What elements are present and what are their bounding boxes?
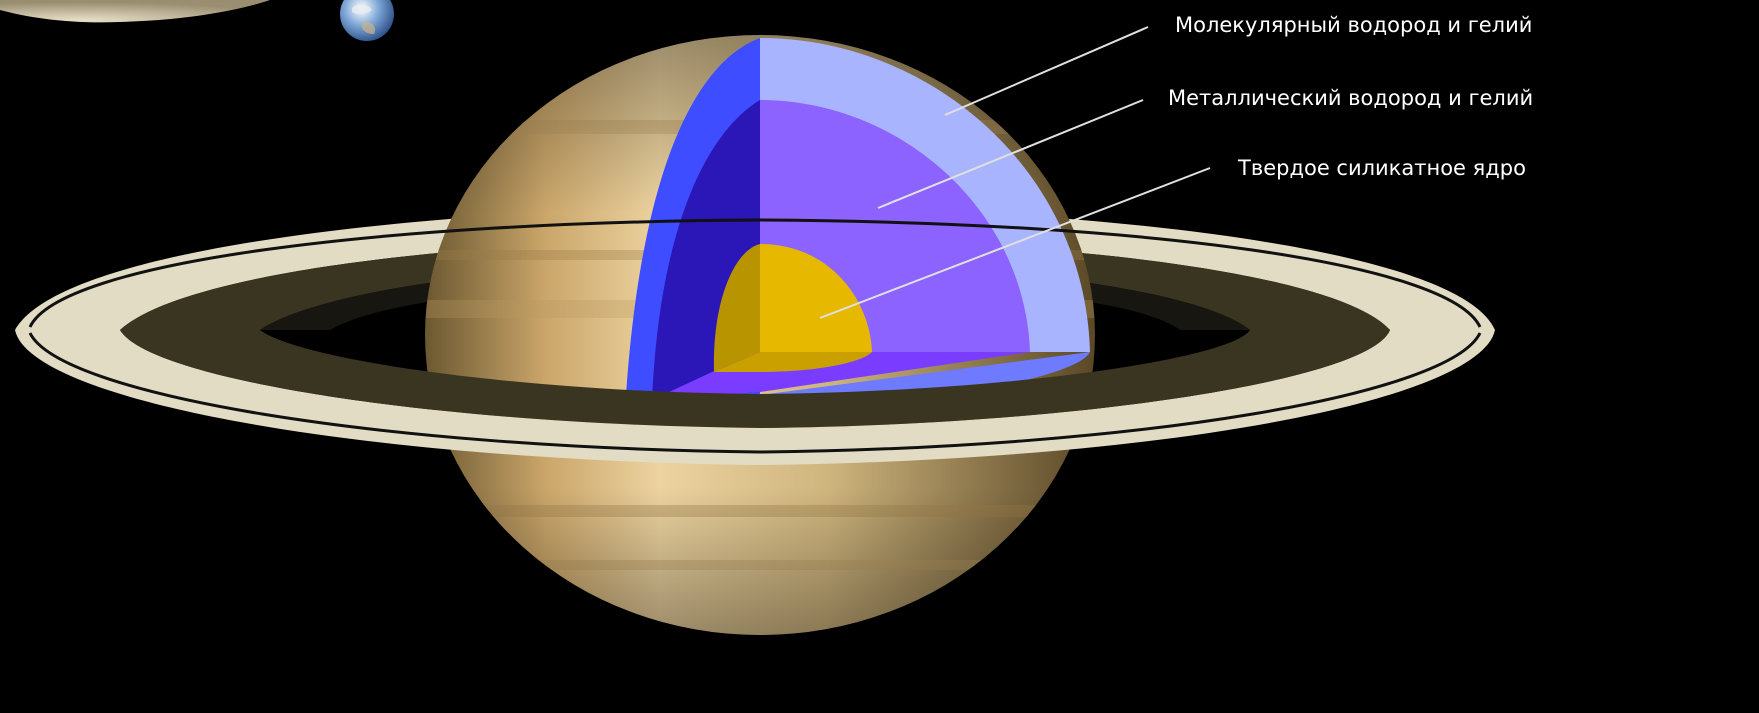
callout-molecular: Молекулярный водород и гелий bbox=[944, 13, 1532, 116]
core-side bbox=[713, 244, 760, 372]
label-metallic: Металлический водород и гелий bbox=[1168, 86, 1533, 110]
label-molecular: Молекулярный водород и гелий bbox=[1175, 13, 1532, 37]
callout-metallic: Металлический водород и гелий bbox=[877, 86, 1533, 209]
rings-front bbox=[15, 218, 1495, 465]
neighbor-planet-edge bbox=[0, 0, 270, 23]
cutaway-interior bbox=[625, 38, 1090, 412]
earth-icon bbox=[340, 0, 394, 41]
label-core: Твердое силикатное ядро bbox=[1237, 156, 1526, 180]
core-layer bbox=[760, 244, 872, 352]
callout-core: Твердое силикатное ядро bbox=[819, 156, 1526, 319]
